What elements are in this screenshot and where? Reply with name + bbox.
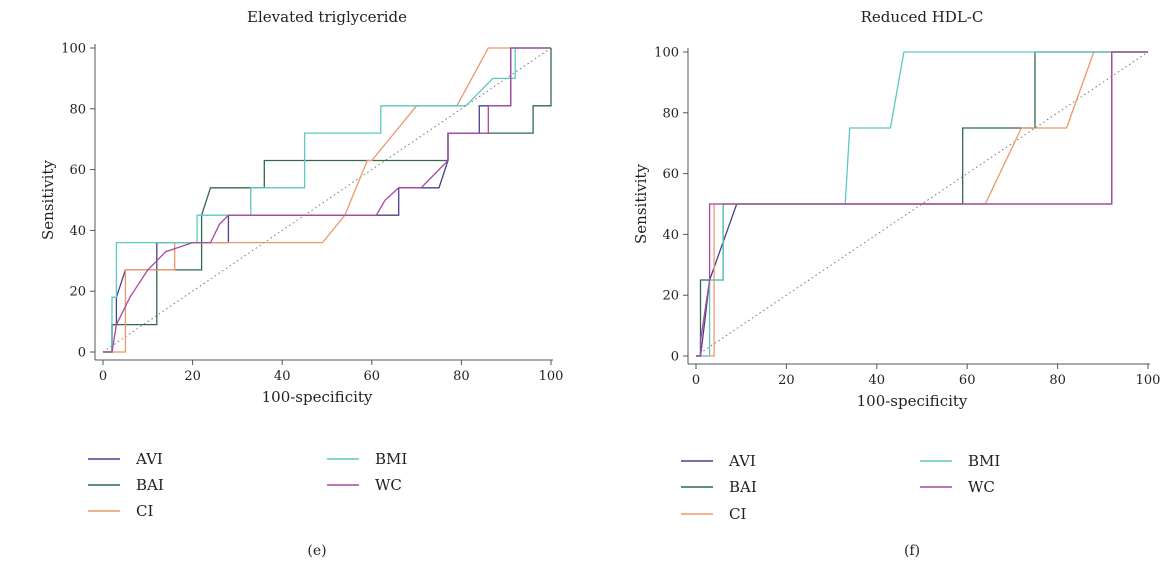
panel-f-x-tick-label: 40 — [869, 373, 886, 388]
panel-f-y-tick-label: 40 — [662, 228, 679, 243]
panel-f-legend-label-avi: AVI — [728, 452, 756, 470]
panel-f-x-tick-label: 100 — [1136, 373, 1161, 388]
panel-e-series-bmi-line — [103, 47, 551, 353]
panel-e-legend-label-bmi: BMI — [375, 450, 407, 468]
panel-e-series-wc-line — [103, 47, 551, 353]
panel-f-legend-label-bai: BAI — [729, 478, 757, 496]
panel-e-y-tick-label: 0 — [78, 346, 86, 361]
panel-f-legend-label-wc: WC — [968, 478, 995, 496]
panel-f-y-tick-label: 100 — [654, 46, 679, 61]
panel-e-legend-label-ci: CI — [136, 502, 153, 520]
panel-e-x-tick-label: 60 — [364, 369, 381, 384]
panel-f-legend-label-ci: CI — [729, 505, 746, 523]
panel-e-panel-label: (e) — [307, 543, 326, 559]
panel-e-x-tick-label: 0 — [99, 369, 107, 384]
panel-f-y-tick-label: 80 — [662, 106, 679, 121]
panel-e-reference-diagonal — [102, 47, 552, 353]
panel-e-x-axis-label: 100-specificity — [262, 388, 373, 406]
panel-e-legend-label-bai: BAI — [136, 476, 164, 494]
panel-f-x-tick-label: 20 — [778, 373, 795, 388]
panel-f-x-tick-label: 60 — [959, 373, 976, 388]
panel-f-series-ci-line — [696, 51, 1148, 357]
panel-f-y-tick-label: 60 — [662, 167, 679, 182]
panel-f-series-wc-line — [696, 51, 1148, 357]
panel-e-series-ci-line — [103, 47, 551, 353]
panel-e-series-bai-line — [103, 48, 552, 353]
panel-f-y-tick-label: 0 — [671, 350, 679, 365]
panel-e-y-tick-label: 20 — [69, 285, 86, 300]
panel-e-y-tick-label: 100 — [61, 42, 86, 57]
panel-e-x-tick-label: 100 — [539, 369, 564, 384]
panel-f-panel-label: (f) — [904, 543, 920, 559]
chart-elevated-triglyceride: Elevated triglyceride 0 20 40 60 80 100 0 20 40 60… — [39, 8, 563, 559]
panel-e-y-tick-label: 40 — [69, 224, 86, 239]
panel-f-legend-label-bmi: BMI — [968, 452, 1000, 470]
panel-f-reference-diagonal — [695, 51, 1149, 357]
panel-e-y-tick-label: 60 — [69, 163, 86, 178]
panel-f-y-axis-label: Sensitivity — [632, 164, 650, 244]
panel-e-x-tick-label: 80 — [453, 369, 470, 384]
chart-reduced-hdl-c: Reduced HDL-C 0 20 40 60 80 100 0 20 40 60 80 100 100… — [632, 8, 1160, 559]
panel-f-x-tick-label: 80 — [1049, 373, 1066, 388]
panel-e-title: Elevated triglyceride — [247, 8, 407, 26]
panel-f-y-tick-label: 20 — [662, 289, 679, 304]
panel-e-y-axis-label: Sensitivity — [39, 160, 57, 240]
panel-f-x-tick-label: 0 — [692, 373, 700, 388]
panel-f-title: Reduced HDL-C — [861, 8, 984, 26]
panel-e-y-tick-label: 80 — [69, 102, 86, 117]
panel-e-x-tick-label: 20 — [184, 369, 201, 384]
panel-f-x-axis-label: 100-specificity — [857, 392, 968, 410]
panel-e-x-tick-label: 40 — [274, 369, 291, 384]
panel-e-legend-label-wc: WC — [375, 476, 402, 494]
panel-e-legend-label-avi: AVI — [135, 450, 163, 468]
